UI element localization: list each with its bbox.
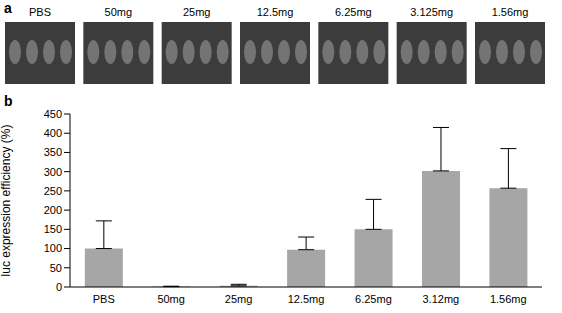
- svg-text:3.12mg: 3.12mg: [423, 293, 460, 305]
- svg-text:25mg: 25mg: [225, 293, 253, 305]
- svg-text:25mg: 25mg: [183, 6, 211, 18]
- svg-text:1.56mg: 1.56mg: [490, 293, 527, 305]
- svg-text:200: 200: [44, 204, 62, 216]
- svg-text:6.25mg: 6.25mg: [355, 293, 392, 305]
- svg-text:0: 0: [56, 281, 62, 293]
- svg-text:450: 450: [44, 108, 62, 120]
- svg-text:350: 350: [44, 146, 62, 158]
- svg-text:250: 250: [44, 185, 62, 197]
- svg-text:1.56mg: 1.56mg: [492, 6, 529, 18]
- svg-text:50: 50: [50, 262, 62, 274]
- svg-text:150: 150: [44, 223, 62, 235]
- svg-text:luc expression efficiency (%): luc expression efficiency (%): [0, 125, 13, 277]
- svg-text:3.125mg: 3.125mg: [410, 6, 453, 18]
- svg-text:a: a: [4, 0, 12, 16]
- svg-text:PBS: PBS: [29, 6, 51, 18]
- svg-text:PBS: PBS: [93, 293, 115, 305]
- svg-text:12.5mg: 12.5mg: [288, 293, 325, 305]
- svg-text:50mg: 50mg: [157, 293, 185, 305]
- svg-text:6.25mg: 6.25mg: [335, 6, 372, 18]
- svg-text:100: 100: [44, 242, 62, 254]
- svg-text:50mg: 50mg: [105, 6, 133, 18]
- svg-text:12.5mg: 12.5mg: [257, 6, 294, 18]
- svg-text:300: 300: [44, 166, 62, 178]
- svg-text:b: b: [4, 93, 13, 109]
- svg-text:400: 400: [44, 127, 62, 139]
